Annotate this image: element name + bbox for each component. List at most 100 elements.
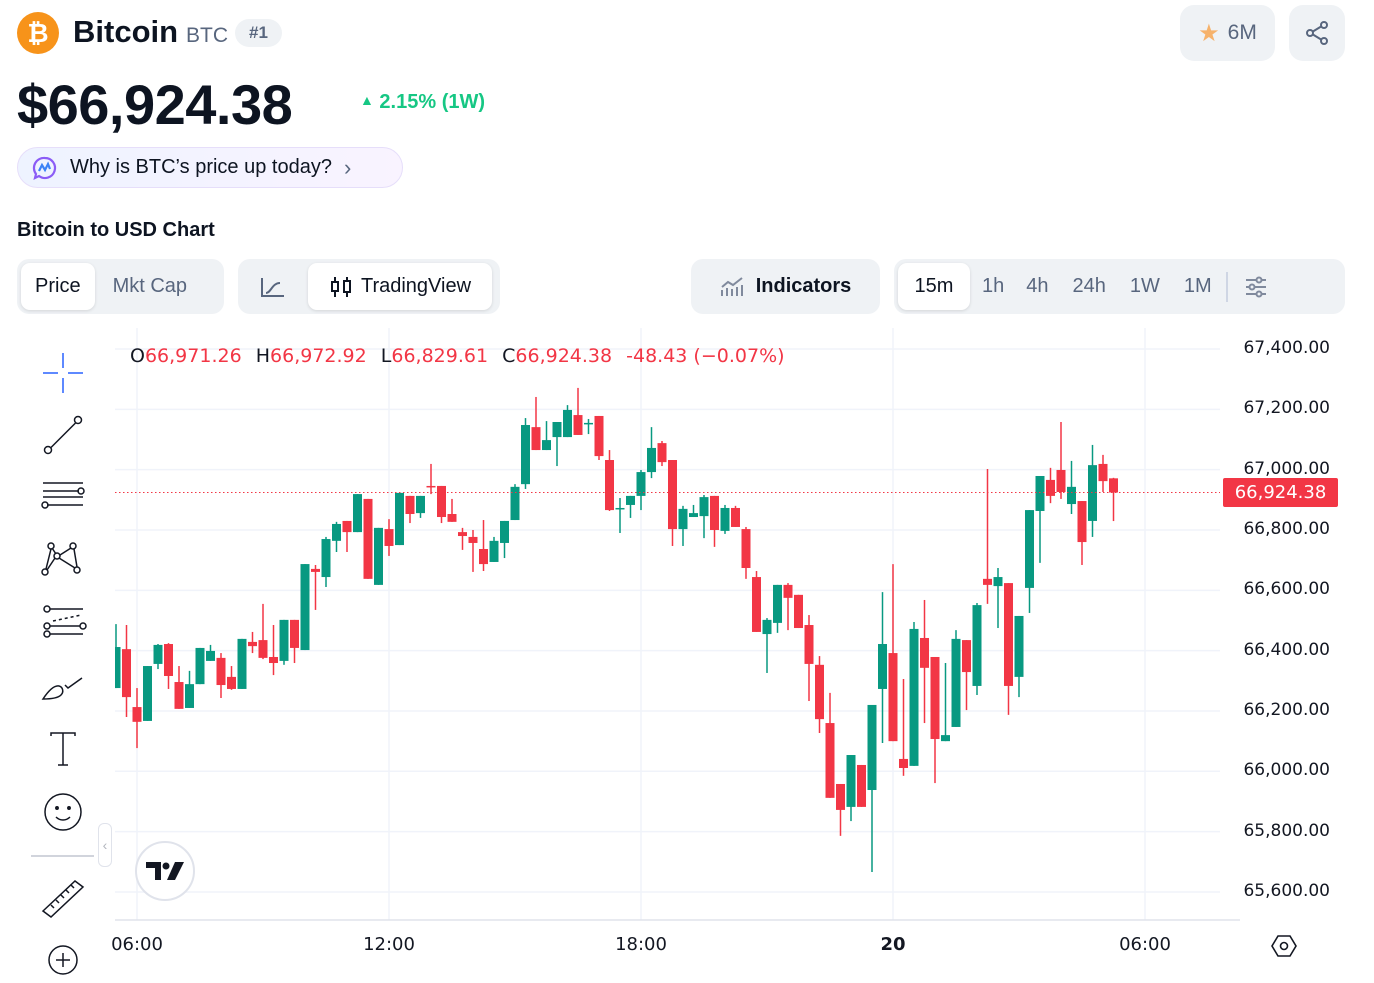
candle-down (1004, 583, 1013, 686)
chevron-right-icon: › (343, 154, 352, 180)
candle-down (594, 415, 604, 457)
tradingview-logo-icon (146, 862, 184, 880)
y-tick-label: 67,200.00 (1243, 398, 1330, 419)
interval-1w[interactable]: 1W (1129, 275, 1160, 297)
chart-settings-gear[interactable] (1270, 932, 1298, 960)
candle-up (552, 421, 562, 438)
candle-up (500, 520, 509, 543)
candle-up (951, 638, 961, 727)
candle-down (1056, 469, 1066, 492)
ruler-tool[interactable] (38, 872, 88, 922)
crosshair-tool[interactable] (38, 348, 88, 398)
watchlist-button[interactable]: ★ 6M (1180, 5, 1275, 61)
candle-up (678, 508, 688, 530)
candle-up (878, 644, 887, 689)
candle-down (426, 485, 436, 488)
chart-metric-tabs: Price Mkt Cap (17, 259, 224, 314)
candle-down (962, 640, 971, 673)
candle-up (153, 644, 163, 664)
candle-up (206, 650, 215, 661)
candle-down (405, 495, 415, 515)
candle-up (353, 494, 362, 533)
candle-down (668, 460, 677, 530)
prediction-tool[interactable] (38, 598, 88, 648)
candle-up (636, 472, 646, 496)
x-tick-label: 06:00 (1119, 934, 1171, 955)
interval-4h[interactable]: 4h (1026, 275, 1049, 297)
candle-down (920, 637, 929, 668)
candle-down (437, 485, 446, 518)
ruler-icon (41, 880, 85, 918)
emoji-tool[interactable] (38, 787, 88, 837)
candle-up (195, 647, 205, 685)
low-label: L (380, 345, 392, 367)
interval-15m[interactable]: 15m (898, 263, 970, 310)
line-chart-button[interactable] (242, 263, 304, 310)
candle-down (1109, 478, 1118, 493)
candle-up (689, 513, 698, 518)
share-button[interactable] (1289, 5, 1345, 61)
candle-down (825, 723, 835, 798)
close-value: 66,924.38 (515, 345, 613, 367)
candle-down (269, 656, 278, 664)
candle-up (1014, 615, 1024, 677)
interval-1m[interactable]: 1M (1183, 275, 1212, 297)
trend-line-tool[interactable] (38, 410, 88, 460)
candle-down (573, 415, 583, 435)
candle-down (857, 764, 866, 807)
candle-down (888, 653, 898, 742)
tradingview-logo[interactable] (135, 841, 195, 901)
coin-name: Bitcoin (73, 14, 179, 49)
candle-down (479, 548, 488, 565)
crosshair-icon (43, 353, 83, 393)
tradingview-label: TradingView (360, 275, 472, 297)
candle-down (174, 682, 184, 709)
bitcoin-logo-icon: ₿ (17, 12, 59, 54)
open-label: O (130, 345, 145, 367)
candle-up (489, 540, 499, 562)
ai-question-button[interactable]: Why is BTC’s price up today? › (17, 147, 403, 188)
tab-mkt-cap[interactable]: Mkt Cap (112, 275, 188, 297)
chevron-left-icon: ‹ (102, 837, 108, 853)
candle-up (143, 666, 152, 721)
candle-up (237, 638, 247, 689)
candle-down (132, 707, 142, 722)
plot-area (115, 328, 1220, 920)
y-tick-label: 65,600.00 (1243, 880, 1330, 901)
candle-down (248, 641, 257, 647)
candle-down (836, 783, 845, 810)
indicators-button[interactable]: Indicators (691, 259, 880, 314)
interval-tabs: 15m 1h 4h 24h 1W 1M (894, 259, 1345, 314)
interval-1h[interactable]: 1h (982, 275, 1005, 297)
candle-up (115, 647, 121, 689)
y-tick-label: 66,800.00 (1243, 518, 1330, 539)
candle-up (909, 628, 919, 766)
candle-down (741, 529, 751, 568)
prediction-icon (43, 605, 87, 638)
candle-up (941, 735, 950, 742)
candle-down (657, 443, 667, 463)
interval-24h[interactable]: 24h (1072, 275, 1106, 297)
last-price-label: 66,924.38 (1223, 478, 1338, 508)
current-price: $66,924.38 (17, 73, 293, 136)
candle-up (563, 409, 572, 438)
text-tool[interactable] (38, 723, 88, 773)
x-tick-label: 06:00 (111, 934, 163, 955)
ohlc-readout: O66,971.26 H66,972.92 L66,829.61 C66,924… (130, 345, 785, 367)
fib-tool[interactable] (38, 472, 88, 522)
high-label: H (255, 345, 271, 367)
candle-up (332, 523, 341, 541)
candle-up (1035, 475, 1045, 511)
tradingview-button[interactable]: TradingView (308, 263, 492, 310)
pattern-icon (41, 542, 81, 576)
collapse-toolbar-button[interactable]: ‹ (98, 823, 112, 867)
candle-up (584, 422, 593, 425)
tab-price[interactable]: Price (21, 263, 95, 310)
candle-up (395, 492, 404, 546)
candle-up (1088, 465, 1097, 521)
candle-up (279, 619, 289, 661)
brush-tool[interactable] (38, 660, 88, 710)
pattern-tool[interactable] (38, 535, 88, 585)
chart-settings-button[interactable] (1232, 263, 1280, 310)
